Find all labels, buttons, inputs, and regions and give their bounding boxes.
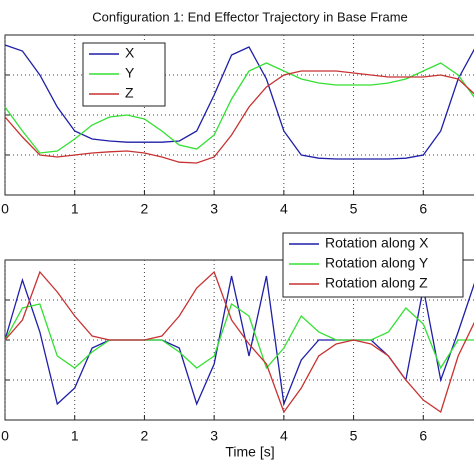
x-tick-label: 5 — [350, 428, 358, 444]
legend-label: Rotation along Z — [325, 275, 428, 291]
data-line — [4, 270, 474, 414]
x-tick-label: 0 — [1, 201, 9, 217]
x-tick-label: 0 — [1, 428, 9, 444]
x-tick-label: 3 — [210, 428, 218, 444]
x-tick-label: 1 — [71, 201, 79, 217]
x-tick-label: 4 — [280, 201, 288, 217]
x-tick-label: 4 — [280, 428, 288, 444]
legend-label: X — [125, 45, 135, 61]
x-tick-label: 3 — [210, 201, 218, 217]
legend-label: Rotation along X — [325, 235, 429, 251]
x-tick-label: 2 — [141, 428, 149, 444]
x-tick-label: 6 — [419, 428, 427, 444]
data-line — [4, 70, 474, 164]
chart-title: Configuration 1: End Effector Trajectory… — [92, 9, 408, 24]
plot-area — [4, 34, 474, 196]
x-tick-label: 2 — [141, 201, 149, 217]
legend: Rotation along X Rotation along Y Rotation… — [282, 232, 464, 298]
x-tick-label: 5 — [350, 201, 358, 217]
legend: XYZ — [82, 42, 166, 107]
x-tick-label: 1 — [71, 428, 79, 444]
legend-label: Rotation along Y — [325, 255, 429, 271]
data-line — [4, 302, 474, 370]
data-line — [4, 44, 474, 160]
data-line — [4, 62, 474, 154]
x-tick-label: 6 — [419, 201, 427, 217]
legend-label: Y — [125, 65, 135, 81]
legend-label: Z — [125, 85, 134, 101]
x-axis-label: Time [s] — [225, 444, 274, 460]
